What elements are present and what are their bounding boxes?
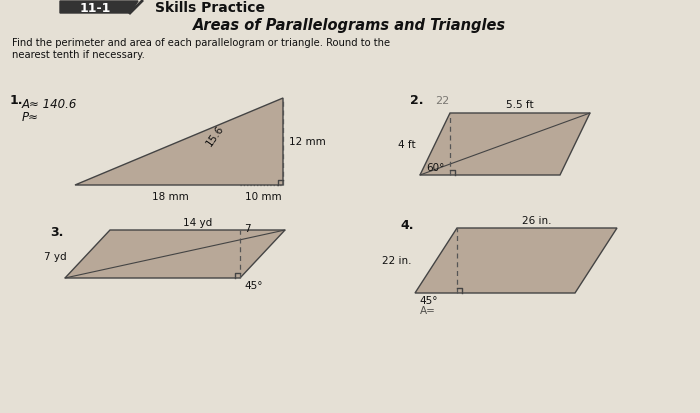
Text: 12 mm: 12 mm	[289, 137, 326, 147]
Polygon shape	[75, 99, 283, 185]
Text: 14 yd: 14 yd	[183, 218, 212, 228]
Polygon shape	[60, 2, 138, 14]
Text: 45°: 45°	[419, 295, 438, 305]
Polygon shape	[415, 228, 617, 293]
Text: P≈: P≈	[22, 111, 39, 124]
Text: Areas of Parallelograms and Triangles: Areas of Parallelograms and Triangles	[193, 17, 507, 33]
Polygon shape	[65, 230, 285, 278]
Text: 4 ft: 4 ft	[398, 140, 416, 150]
Text: 18 mm: 18 mm	[152, 192, 188, 202]
Text: 22 in.: 22 in.	[382, 256, 411, 266]
Text: 7: 7	[244, 223, 251, 233]
Text: Skills Practice: Skills Practice	[155, 1, 265, 15]
Polygon shape	[420, 114, 590, 176]
Text: 60°: 60°	[426, 163, 444, 173]
Text: A≈ 140.6: A≈ 140.6	[22, 98, 78, 111]
Text: A=: A=	[420, 305, 436, 315]
Text: 7 yd: 7 yd	[44, 252, 67, 261]
Text: 5.5 ft: 5.5 ft	[506, 100, 534, 110]
Text: 10 mm: 10 mm	[245, 192, 281, 202]
Text: 45°: 45°	[244, 280, 262, 290]
Text: 2.: 2.	[410, 94, 424, 107]
Text: 15.6: 15.6	[204, 123, 226, 148]
Text: 22: 22	[435, 96, 449, 106]
Text: 11-1: 11-1	[79, 2, 111, 14]
Text: Find the perimeter and area of each parallelogram or triangle. Round to the
near: Find the perimeter and area of each para…	[12, 38, 390, 59]
Text: 1.: 1.	[10, 94, 24, 107]
Text: 4.: 4.	[400, 218, 414, 231]
Text: 3.: 3.	[50, 225, 64, 238]
Text: 26 in.: 26 in.	[522, 216, 552, 225]
